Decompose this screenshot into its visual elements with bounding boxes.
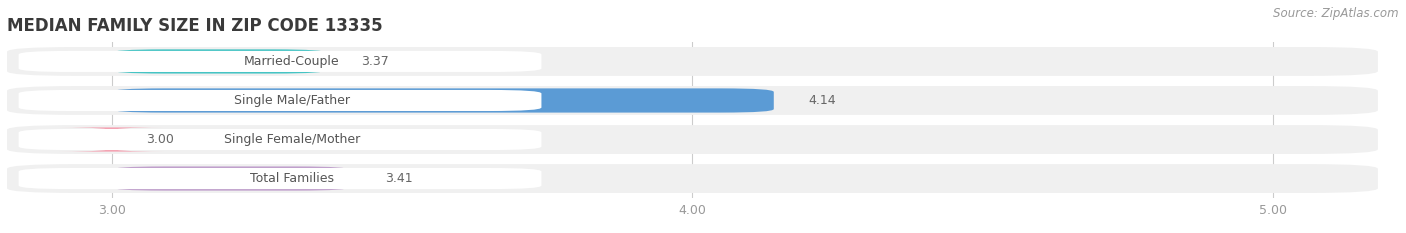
Text: Married-Couple: Married-Couple xyxy=(243,55,339,68)
FancyBboxPatch shape xyxy=(111,49,326,74)
FancyBboxPatch shape xyxy=(7,164,1378,193)
Text: MEDIAN FAMILY SIZE IN ZIP CODE 13335: MEDIAN FAMILY SIZE IN ZIP CODE 13335 xyxy=(7,17,382,35)
FancyBboxPatch shape xyxy=(111,88,773,113)
Text: Source: ZipAtlas.com: Source: ZipAtlas.com xyxy=(1274,7,1399,20)
FancyBboxPatch shape xyxy=(18,129,541,150)
FancyBboxPatch shape xyxy=(7,47,1378,76)
FancyBboxPatch shape xyxy=(7,125,1378,154)
FancyBboxPatch shape xyxy=(59,127,165,152)
FancyBboxPatch shape xyxy=(111,166,350,191)
FancyBboxPatch shape xyxy=(18,51,541,72)
Text: Total Families: Total Families xyxy=(250,172,333,185)
Text: 4.14: 4.14 xyxy=(808,94,837,107)
FancyBboxPatch shape xyxy=(7,86,1378,115)
FancyBboxPatch shape xyxy=(18,90,541,111)
Text: Single Female/Mother: Single Female/Mother xyxy=(224,133,360,146)
Text: Single Male/Father: Single Male/Father xyxy=(233,94,350,107)
FancyBboxPatch shape xyxy=(18,168,541,189)
Text: 3.00: 3.00 xyxy=(146,133,174,146)
Text: 3.41: 3.41 xyxy=(385,172,412,185)
Text: 3.37: 3.37 xyxy=(361,55,389,68)
